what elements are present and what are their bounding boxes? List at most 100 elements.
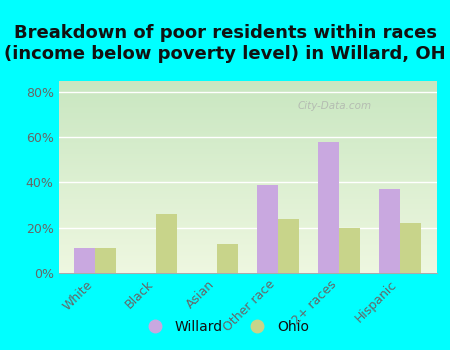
Bar [58, 232, 436, 233]
Bar [58, 114, 436, 115]
Bar [58, 211, 436, 212]
Bar [58, 242, 436, 243]
Bar [58, 234, 436, 236]
Bar [58, 190, 436, 191]
Bar [58, 264, 436, 265]
Bar [58, 201, 436, 202]
Bar [58, 110, 436, 111]
Bar [58, 112, 436, 113]
Bar [58, 86, 436, 87]
Bar [58, 189, 436, 190]
Bar [58, 88, 436, 89]
Bar [58, 226, 436, 227]
Bar [58, 131, 436, 132]
Bar [58, 259, 436, 260]
Bar [58, 163, 436, 164]
Bar [58, 231, 436, 232]
Bar [58, 107, 436, 108]
Bar [58, 168, 436, 169]
Bar [58, 87, 436, 88]
Bar [58, 233, 436, 235]
Bar [58, 257, 436, 258]
Bar [58, 90, 436, 91]
Bar [58, 140, 436, 141]
Bar [58, 141, 436, 142]
Bar [58, 118, 436, 119]
Bar [58, 203, 436, 204]
Bar [58, 206, 436, 208]
Bar [58, 164, 436, 165]
Bar [58, 166, 436, 167]
Bar [58, 94, 436, 95]
Bar [58, 108, 436, 109]
Bar [58, 252, 436, 253]
Bar [58, 178, 436, 180]
Bar [58, 210, 436, 211]
Bar [58, 253, 436, 254]
Bar [400, 223, 421, 273]
Bar [58, 180, 436, 181]
Bar [58, 125, 436, 126]
Bar [95, 248, 117, 273]
Bar [58, 193, 436, 194]
Bar [58, 200, 436, 201]
Bar [58, 240, 436, 241]
Bar [58, 243, 436, 244]
Bar [58, 212, 436, 214]
Bar [58, 162, 436, 163]
Bar [58, 161, 436, 162]
Bar [217, 244, 239, 273]
Bar [58, 138, 436, 139]
Bar [58, 116, 436, 117]
Bar [58, 128, 436, 129]
Bar [58, 251, 436, 252]
Bar [58, 221, 436, 222]
Bar [58, 248, 436, 249]
Bar [58, 152, 436, 153]
Bar [58, 218, 436, 219]
Bar [58, 174, 436, 175]
Bar [58, 215, 436, 216]
Bar [58, 153, 436, 154]
Bar [58, 113, 436, 114]
Bar [58, 124, 436, 125]
Bar [58, 139, 436, 140]
Bar [58, 256, 436, 257]
Bar [58, 199, 436, 200]
Bar [58, 111, 436, 112]
Bar [58, 154, 436, 155]
Bar [58, 165, 436, 166]
Bar [58, 192, 436, 193]
Bar [58, 149, 436, 150]
Bar [58, 105, 436, 106]
Bar [58, 214, 436, 215]
Bar [58, 182, 436, 183]
Bar [58, 191, 436, 192]
Bar [58, 238, 436, 239]
Bar [58, 123, 436, 124]
Bar [58, 254, 436, 255]
Bar [256, 185, 278, 273]
Bar [58, 268, 436, 269]
Bar [58, 169, 436, 170]
Bar [58, 219, 436, 220]
Bar [58, 147, 436, 148]
Bar [58, 216, 436, 217]
Bar [58, 117, 436, 118]
Bar [58, 205, 436, 206]
Bar [58, 266, 436, 267]
Bar [58, 260, 436, 261]
Bar [58, 101, 436, 102]
Bar [58, 184, 436, 186]
Bar [58, 93, 436, 94]
Bar [58, 137, 436, 138]
Bar [58, 100, 436, 101]
Bar [58, 145, 436, 146]
Bar [74, 248, 95, 273]
Bar [58, 175, 436, 176]
Bar [339, 228, 360, 273]
Bar [58, 223, 436, 224]
Bar [58, 119, 436, 120]
Bar [58, 132, 436, 133]
Text: City-Data.com: City-Data.com [297, 100, 372, 111]
